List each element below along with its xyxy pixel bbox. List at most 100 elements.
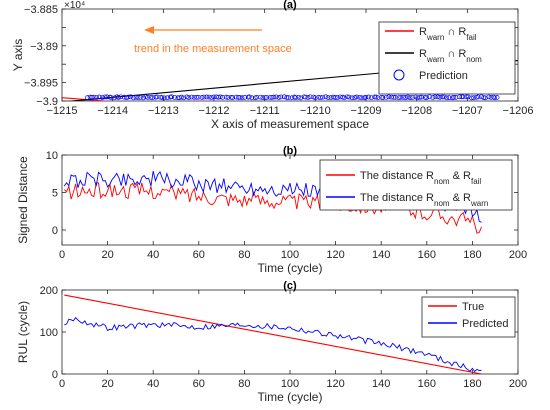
prediction-point xyxy=(335,95,340,100)
x-axis-label: Time (cycle) xyxy=(258,390,323,404)
prediction-point xyxy=(273,94,279,100)
x-tick-label: −1214 xyxy=(97,105,128,117)
x-tick-label: 200 xyxy=(509,378,527,390)
prediction-point xyxy=(401,95,406,100)
prediction-point xyxy=(102,94,108,100)
plot-area xyxy=(64,294,482,374)
x-tick-label: 20 xyxy=(101,378,113,390)
prediction-point xyxy=(145,95,151,100)
prediction-point xyxy=(444,95,450,101)
prediction-point xyxy=(383,94,389,100)
x-tick-label: 60 xyxy=(193,378,205,390)
prediction-point xyxy=(475,94,481,100)
prediction-point xyxy=(441,94,447,100)
prediction-point xyxy=(372,94,377,100)
y-axis-label: Signed Distance xyxy=(16,156,30,244)
prediction-point xyxy=(427,94,432,100)
x-tick-label: 100 xyxy=(281,249,299,261)
prediction-point xyxy=(181,95,187,101)
trend-arrow-head xyxy=(144,26,154,34)
prediction-point xyxy=(363,94,369,100)
prediction-point xyxy=(483,95,488,101)
legend: True Predicted xyxy=(421,296,516,338)
prediction-point xyxy=(465,94,471,100)
prediction-point xyxy=(223,94,229,100)
prediction-point xyxy=(201,94,207,100)
prediction-point xyxy=(209,95,214,100)
prediction-point xyxy=(386,94,392,100)
x-tick-label: −1208 xyxy=(401,105,432,117)
y-tick-label: 10 xyxy=(46,150,58,162)
prediction-point xyxy=(186,95,192,100)
legend-marker xyxy=(393,69,405,81)
prediction-point xyxy=(293,95,298,101)
prediction-point xyxy=(271,94,277,100)
prediction-point xyxy=(169,94,175,100)
legend-label: Predicted xyxy=(462,318,508,330)
x-tick-label: 0 xyxy=(59,378,65,390)
prediction-point xyxy=(391,94,397,100)
prediction-point xyxy=(494,95,500,100)
prediction-point xyxy=(352,95,358,100)
prediction-point xyxy=(85,95,90,100)
prediction-point xyxy=(366,94,371,100)
prediction-point xyxy=(100,95,105,100)
x-tick-label: 180 xyxy=(463,249,481,261)
prediction-point xyxy=(264,95,269,100)
x-tick-label: 120 xyxy=(326,378,344,390)
x-tick-label: 60 xyxy=(193,249,205,261)
prediction-point xyxy=(281,94,287,100)
y-tick-label: 0 xyxy=(52,225,58,237)
prediction-point xyxy=(439,94,445,100)
prediction-point xyxy=(94,95,99,100)
panel-label: (a) xyxy=(283,0,297,11)
prediction-point xyxy=(312,95,318,101)
prediction-point xyxy=(305,95,311,100)
x-tick-label: −1207 xyxy=(452,105,483,117)
legend-label: True xyxy=(462,301,484,313)
legend: Rwarn ∩ Rfail Rwarn ∩ Rnom Prediction xyxy=(378,21,516,95)
y-tick-label: 100 xyxy=(40,327,58,339)
x-tick-label: 160 xyxy=(418,378,436,390)
prediction-point xyxy=(320,94,325,100)
y-tick-label: −3.885 xyxy=(24,4,58,16)
y-axis-label: RUL (cycle) xyxy=(16,301,30,363)
y-tick-label: −3.89 xyxy=(30,41,58,53)
series-line xyxy=(64,316,482,373)
prediction-point xyxy=(486,94,492,100)
prediction-point xyxy=(150,95,156,100)
prediction-point xyxy=(154,94,160,100)
chart-panel-3: 0 20 40 60 80 100 120 140 160 180 200 0 100 200 (c) Tim… xyxy=(16,280,527,404)
prediction-point xyxy=(143,94,149,100)
prediction-point xyxy=(262,95,268,100)
y-tick-label: 0 xyxy=(52,369,58,381)
legend-box xyxy=(319,159,513,211)
prediction-point xyxy=(430,95,436,100)
x-axis-label: Time (cycle) xyxy=(258,261,323,275)
prediction-point xyxy=(481,95,487,100)
legend-label: Rwarn ∩ Rfail xyxy=(419,26,477,42)
prediction-point xyxy=(422,95,428,100)
prediction-point xyxy=(471,95,476,101)
x-tick-label: 0 xyxy=(59,249,65,261)
prediction-point xyxy=(296,94,301,100)
prediction-point xyxy=(128,94,133,100)
prediction-point xyxy=(172,95,177,100)
prediction-point xyxy=(417,94,423,100)
prediction-point xyxy=(473,94,479,100)
chart-panel-2: 0 20 40 60 80 100 120 140 160 180 200 0 5 10 (b) Time (… xyxy=(16,145,527,275)
x-axis-label: X axis of measurement space xyxy=(211,117,369,131)
prediction-point xyxy=(89,94,95,100)
x-tick-label: 140 xyxy=(372,249,390,261)
prediction-point xyxy=(230,95,236,100)
prediction-point xyxy=(398,95,404,100)
prediction-point xyxy=(118,94,124,100)
prediction-point xyxy=(237,95,243,100)
y-exponent-label: ×10⁴ xyxy=(64,0,85,11)
prediction-point xyxy=(437,94,443,100)
prediction-point xyxy=(303,94,308,100)
prediction-point xyxy=(344,94,350,100)
prediction-point xyxy=(435,94,441,100)
x-tick-label: 100 xyxy=(281,378,299,390)
